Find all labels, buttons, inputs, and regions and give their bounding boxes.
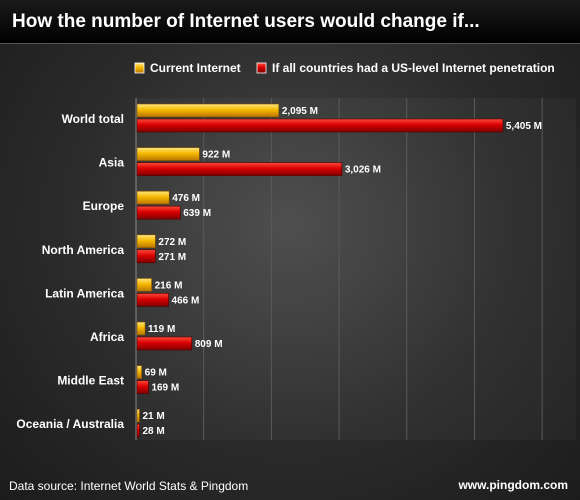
value-label: 476 M [172,193,200,204]
source-url: www.pingdom.com [458,478,568,492]
bar-current [136,321,146,336]
value-label: 466 M [172,295,200,306]
value-label: 809 M [195,339,223,350]
bar-current [136,190,170,205]
bar-current [136,147,200,161]
category-label: Latin America [45,286,124,300]
bar-current [136,278,152,292]
value-label: 28 M [143,426,165,437]
bar-us-level [136,293,169,307]
value-label: 639 M [183,208,211,219]
value-label: 216 M [155,280,183,291]
category-label: Oceania / Australia [16,417,124,431]
category-label: World total [62,112,124,126]
value-label: 169 M [151,383,179,394]
legend-label: Current Internet [150,61,241,75]
bar-current [136,103,280,118]
legend-label: If all countries had a US-level Internet… [272,61,555,75]
legend-swatch [134,62,145,74]
bar-us-level [136,162,343,176]
legend-swatch [256,62,267,74]
value-label: 2,095 M [282,106,318,117]
bar-us-level [136,205,181,220]
value-label: 3,026 M [345,165,381,176]
value-label: 5,405 M [506,121,542,132]
bar-us-level [136,118,504,133]
bar-current [136,408,140,423]
value-label: 922 M [202,150,230,161]
category-label: Africa [90,330,124,344]
legend: Current Internet If all countries had a U… [134,61,555,75]
bars: World total 2,095 M 5,405 M Asia 922 M 3,026 … [16,103,542,438]
gridlines [135,98,543,440]
category-label: North America [42,243,125,257]
category-label: Europe [83,199,125,213]
value-label: 272 M [158,237,186,248]
value-label: 119 M [148,324,175,335]
data-source-note: Data source: Internet World Stats & Ping… [9,479,249,493]
bar-current [136,234,156,249]
value-label: 271 M [158,252,186,263]
category-label: Middle East [57,374,124,388]
value-label: 69 M [145,368,167,379]
chart-title: How the number of Internet users would c… [12,11,480,32]
bar-current [136,365,142,379]
bar-us-level [136,336,193,351]
category-label: Asia [99,156,125,170]
bar-us-level [136,249,156,264]
bar-us-level [136,380,149,394]
value-label: 21 M [143,411,165,422]
title-bar: How the number of Internet users would c… [0,0,580,44]
bar-us-level [136,423,140,438]
